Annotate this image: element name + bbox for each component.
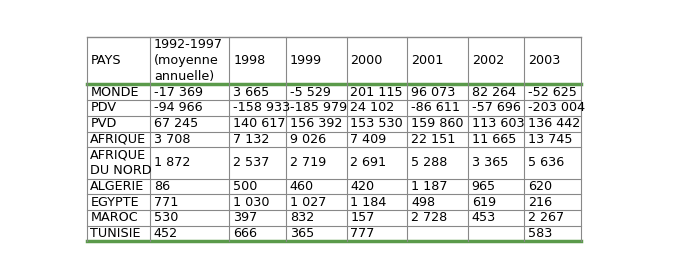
Text: PDV: PDV [90, 102, 116, 115]
Text: 1 030: 1 030 [234, 196, 270, 209]
Text: 82 264: 82 264 [472, 86, 516, 99]
Text: 453: 453 [472, 211, 496, 224]
Text: TUNISIE: TUNISIE [90, 227, 141, 240]
Text: 365: 365 [290, 227, 314, 240]
Text: 24 102: 24 102 [351, 102, 394, 115]
Text: 620: 620 [528, 180, 552, 193]
Text: 9 026: 9 026 [290, 133, 326, 146]
Text: 157: 157 [351, 211, 375, 224]
Text: MAROC: MAROC [90, 211, 138, 224]
Text: 113 603: 113 603 [472, 117, 525, 130]
Text: 2 691: 2 691 [351, 156, 387, 169]
Text: 619: 619 [472, 196, 495, 209]
Text: 136 442: 136 442 [528, 117, 580, 130]
Text: 1 027: 1 027 [290, 196, 326, 209]
Text: 1 184: 1 184 [351, 196, 387, 209]
Text: 1999: 1999 [290, 54, 322, 67]
Text: ALGERIE: ALGERIE [90, 180, 145, 193]
Text: 498: 498 [411, 196, 435, 209]
Text: -17 369: -17 369 [154, 86, 203, 99]
Text: 7 132: 7 132 [234, 133, 270, 146]
Text: -94 966: -94 966 [154, 102, 202, 115]
Text: 67 245: 67 245 [154, 117, 198, 130]
Text: 420: 420 [351, 180, 374, 193]
Text: 1 872: 1 872 [154, 156, 190, 169]
Text: -52 625: -52 625 [528, 86, 577, 99]
Text: 7 409: 7 409 [351, 133, 387, 146]
Text: 771: 771 [154, 196, 178, 209]
Text: 216: 216 [528, 196, 552, 209]
Text: 2001: 2001 [411, 54, 444, 67]
Text: MONDE: MONDE [90, 86, 139, 99]
Text: 2 728: 2 728 [411, 211, 447, 224]
Text: 965: 965 [472, 180, 495, 193]
Text: 832: 832 [290, 211, 314, 224]
Text: -5 529: -5 529 [290, 86, 331, 99]
Text: 2 719: 2 719 [290, 156, 326, 169]
Text: 2 537: 2 537 [234, 156, 270, 169]
Text: 500: 500 [234, 180, 258, 193]
Text: 3 665: 3 665 [234, 86, 270, 99]
Text: 140 617: 140 617 [234, 117, 286, 130]
Text: 96 073: 96 073 [411, 86, 455, 99]
Text: 3 708: 3 708 [154, 133, 191, 146]
Text: 159 860: 159 860 [411, 117, 464, 130]
Text: -57 696: -57 696 [472, 102, 520, 115]
Text: 201 115: 201 115 [351, 86, 403, 99]
Text: 777: 777 [351, 227, 375, 240]
Text: PAYS: PAYS [90, 54, 121, 67]
Text: 5 636: 5 636 [528, 156, 564, 169]
Text: 1992-1997
(moyenne
annuelle): 1992-1997 (moyenne annuelle) [154, 38, 222, 83]
Text: 666: 666 [234, 227, 257, 240]
Text: 2 267: 2 267 [528, 211, 564, 224]
Text: 1 187: 1 187 [411, 180, 448, 193]
Text: 452: 452 [154, 227, 178, 240]
Text: PVD: PVD [90, 117, 116, 130]
Text: 156 392: 156 392 [290, 117, 342, 130]
Text: 2003: 2003 [528, 54, 561, 67]
Text: 11 665: 11 665 [472, 133, 516, 146]
Text: 3 365: 3 365 [472, 156, 508, 169]
Text: 86: 86 [154, 180, 170, 193]
Text: -86 611: -86 611 [411, 102, 460, 115]
Text: -185 979: -185 979 [290, 102, 346, 115]
Text: 460: 460 [290, 180, 314, 193]
Text: 13 745: 13 745 [528, 133, 572, 146]
Text: -203 004: -203 004 [528, 102, 585, 115]
Text: 530: 530 [154, 211, 178, 224]
Text: 397: 397 [234, 211, 258, 224]
Text: 2000: 2000 [351, 54, 383, 67]
Text: 5 288: 5 288 [411, 156, 448, 169]
Text: AFRIQUE
DU NORD: AFRIQUE DU NORD [90, 148, 152, 177]
Text: -158 933: -158 933 [234, 102, 290, 115]
Text: 2002: 2002 [472, 54, 504, 67]
Text: AFRIQUE: AFRIQUE [90, 133, 146, 146]
Text: 1998: 1998 [234, 54, 265, 67]
Text: 583: 583 [528, 227, 552, 240]
Text: EGYPTE: EGYPTE [90, 196, 139, 209]
Text: 22 151: 22 151 [411, 133, 455, 146]
Text: 153 530: 153 530 [351, 117, 403, 130]
